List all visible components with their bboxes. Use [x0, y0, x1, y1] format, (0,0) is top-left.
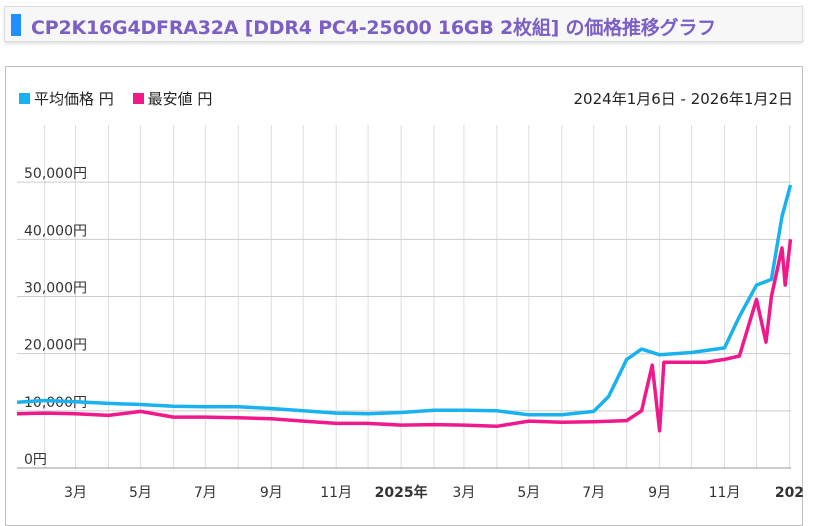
- legend-item-lowest[interactable]: 最安値 円: [132, 88, 213, 109]
- y-tick-label: 50,000円: [24, 166, 87, 182]
- series-line-average: [16, 184, 793, 417]
- legend-label-average: 平均価格 円: [34, 90, 114, 108]
- date-range: 2024年1月6日 - 2026年1月2日: [573, 90, 793, 108]
- x-tick-label: 7月: [194, 485, 217, 501]
- page-title: CP2K16G4DFRA32A [DDR4 PC4-25600 16GB 2枚組…: [31, 17, 716, 39]
- y-tick-label: 40,000円: [24, 223, 87, 239]
- x-tick-label: 2025年: [375, 484, 428, 501]
- chart-legend: 平均価格 円 最安値 円: [19, 88, 226, 109]
- x-tick-label: 11月: [320, 485, 352, 501]
- y-tick-label: 20,000円: [24, 338, 87, 354]
- title-bar: CP2K16G4DFRA32A [DDR4 PC4-25600 16GB 2枚組…: [4, 6, 803, 42]
- x-tick-label: 11月: [709, 485, 741, 501]
- x-tick-label: 5月: [129, 485, 152, 501]
- x-tick-label: 9月: [648, 485, 671, 501]
- x-tick-label: 3月: [64, 485, 87, 501]
- x-tick-label: 9月: [260, 485, 283, 501]
- series-line-lowest: [16, 239, 793, 433]
- y-tick-label: 0円: [24, 452, 47, 468]
- y-tick-label: 30,000円: [24, 281, 87, 297]
- title-accent-bar: [11, 14, 21, 36]
- x-tick-label: 5月: [517, 485, 540, 501]
- legend-label-lowest: 最安値 円: [147, 90, 213, 108]
- x-tick-label: 202: [775, 485, 804, 501]
- legend-item-average[interactable]: 平均価格 円: [19, 88, 114, 109]
- legend-swatch-lowest: [132, 93, 144, 104]
- x-tick-label: 3月: [452, 485, 475, 501]
- y-tick-label: 10,000円: [24, 395, 87, 411]
- x-tick-label: 7月: [582, 485, 605, 501]
- legend-swatch-average: [19, 93, 30, 104]
